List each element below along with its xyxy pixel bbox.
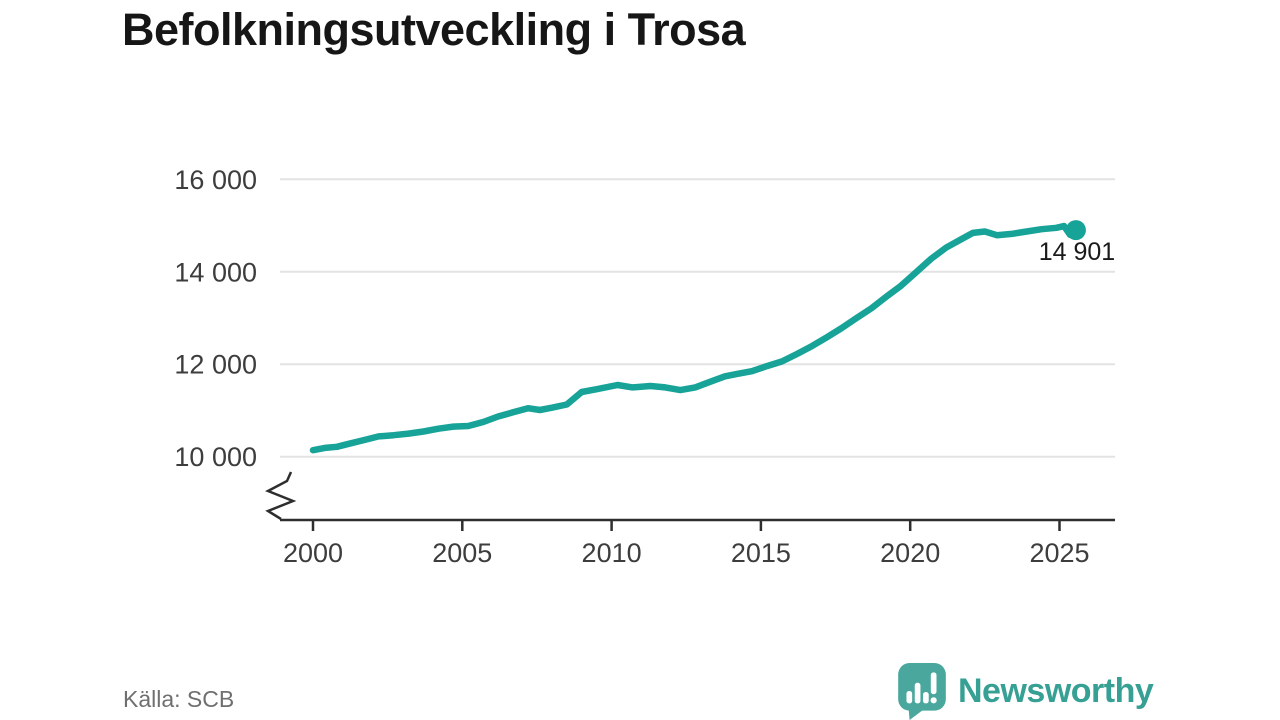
population-line-series — [309, 222, 1080, 454]
newsworthy-speech-bubble-chart-icon — [898, 663, 946, 720]
y-axis-tick-label: 14 000 — [174, 257, 257, 287]
bar-short-icon — [906, 691, 913, 704]
source-note: Källa: SCB — [123, 686, 235, 712]
bar-medium-icon — [923, 692, 929, 704]
exclamation-dot-icon — [930, 697, 937, 704]
bar-tall-icon — [914, 682, 921, 704]
x-axis-tick-label: 2020 — [880, 538, 940, 568]
y-axis-tick-label: 16 000 — [174, 165, 257, 195]
latest-value-label: 14 901 — [1039, 238, 1115, 266]
x-axis-tick-label: 2025 — [1029, 538, 1089, 568]
exclamation-bar-icon — [930, 672, 937, 695]
latest-value-dot — [1065, 220, 1086, 241]
y-axis-tick-label: 10 000 — [174, 442, 257, 472]
x-axis-tick-label: 2015 — [731, 538, 791, 568]
x-axis-tick-label: 2010 — [582, 538, 642, 568]
speech-bubble-tail — [908, 707, 927, 720]
y-axis-tick-label: 12 000 — [174, 350, 257, 380]
x-axis-tick-label: 2000 — [283, 538, 343, 568]
newsworthy-logo: Newsworthy — [896, 662, 1154, 720]
axis-break-icon — [265, 471, 297, 521]
x-axis-tick-label: 2005 — [432, 538, 492, 568]
newsworthy-wordmark: Newsworthy — [958, 671, 1154, 710]
chart-title: Befolkningsutveckling i Trosa — [122, 4, 746, 55]
